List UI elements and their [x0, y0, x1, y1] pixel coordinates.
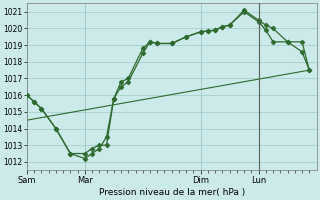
X-axis label: Pression niveau de la mer( hPa ): Pression niveau de la mer( hPa ) [99, 188, 245, 197]
